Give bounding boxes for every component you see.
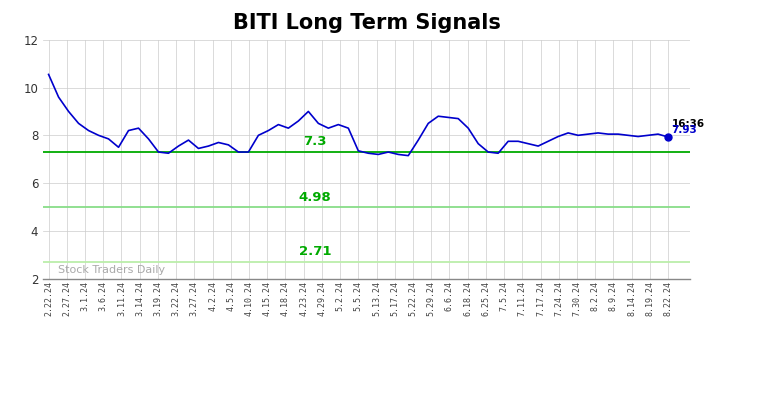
Text: 16:36: 16:36 <box>672 119 705 129</box>
Text: Stock Traders Daily: Stock Traders Daily <box>58 265 165 275</box>
Title: BITI Long Term Signals: BITI Long Term Signals <box>233 13 500 33</box>
Text: 7.93: 7.93 <box>672 125 698 135</box>
Point <box>662 134 674 140</box>
Text: 4.98: 4.98 <box>299 191 332 204</box>
Text: 7.3: 7.3 <box>303 135 327 148</box>
Text: 2.71: 2.71 <box>299 245 331 258</box>
